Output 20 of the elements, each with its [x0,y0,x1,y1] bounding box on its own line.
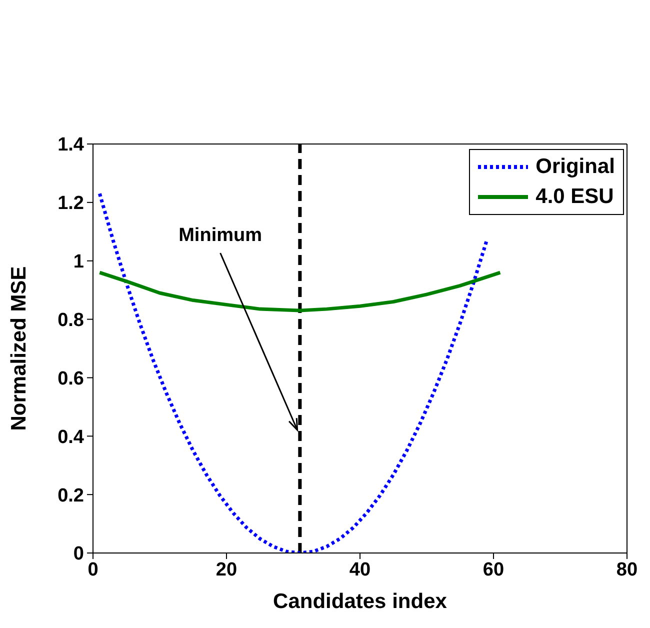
y-tick-label: 1.2 [58,193,84,214]
legend-label: 4.0 ESU [536,184,614,210]
legend-label: Original [536,154,615,180]
x-tick-label: 80 [616,559,638,580]
y-tick-label: 0.2 [58,485,84,506]
y-axis-title: Normalized MSE [7,266,30,431]
x-tick-label: 20 [216,559,238,580]
x-tick-label: 60 [482,559,504,580]
line-series [98,270,502,312]
y-tick-label: 1.4 [58,134,84,156]
annotation: Minimum [178,225,262,246]
y-tick-label: 0.8 [58,310,84,332]
line-series [98,192,489,553]
x-axis-title: Candidates index [273,590,448,613]
x-tick-label: 0 [88,559,98,580]
y-tick-label: 0.6 [58,368,84,390]
y-tick-label: 0.4 [58,426,84,448]
y-tick-label: 1 [73,252,84,273]
x-tick-label: 40 [349,559,371,580]
y-tick-label: 0 [73,544,84,565]
